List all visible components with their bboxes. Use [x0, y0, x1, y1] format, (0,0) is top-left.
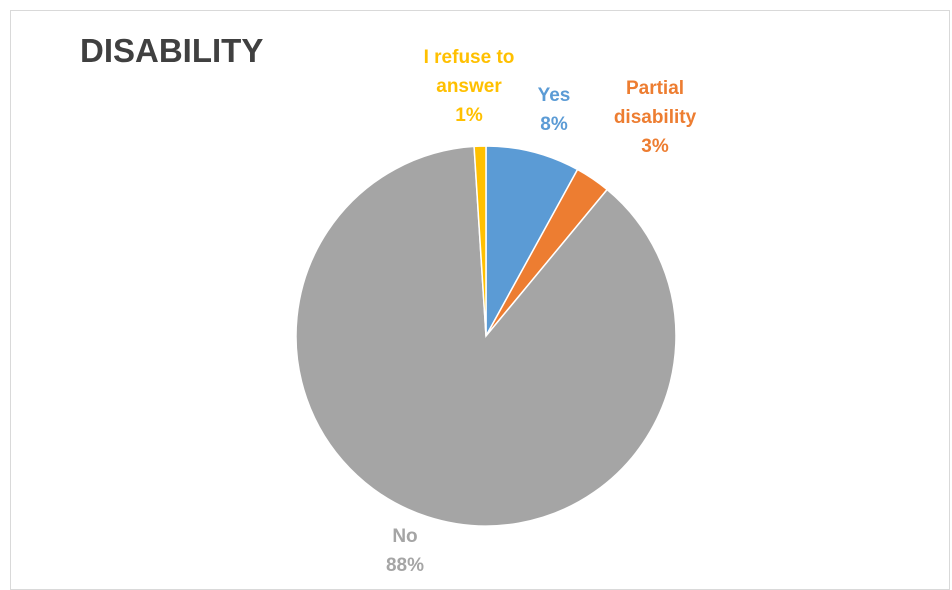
data-label-partial-disability: Partial disability 3%	[614, 78, 697, 157]
data-label-yes: Yes 8%	[538, 85, 571, 135]
data-label-i-refuse-to-answer: I refuse to answer 1%	[424, 47, 515, 126]
pie-slice-yes	[485, 145, 579, 337]
chart-title: DISABILITY	[80, 32, 264, 69]
pie-slice-i-refuse-to-answer	[473, 145, 487, 337]
pie-slice-no	[295, 145, 677, 527]
data-label-no: No 88%	[386, 526, 424, 576]
